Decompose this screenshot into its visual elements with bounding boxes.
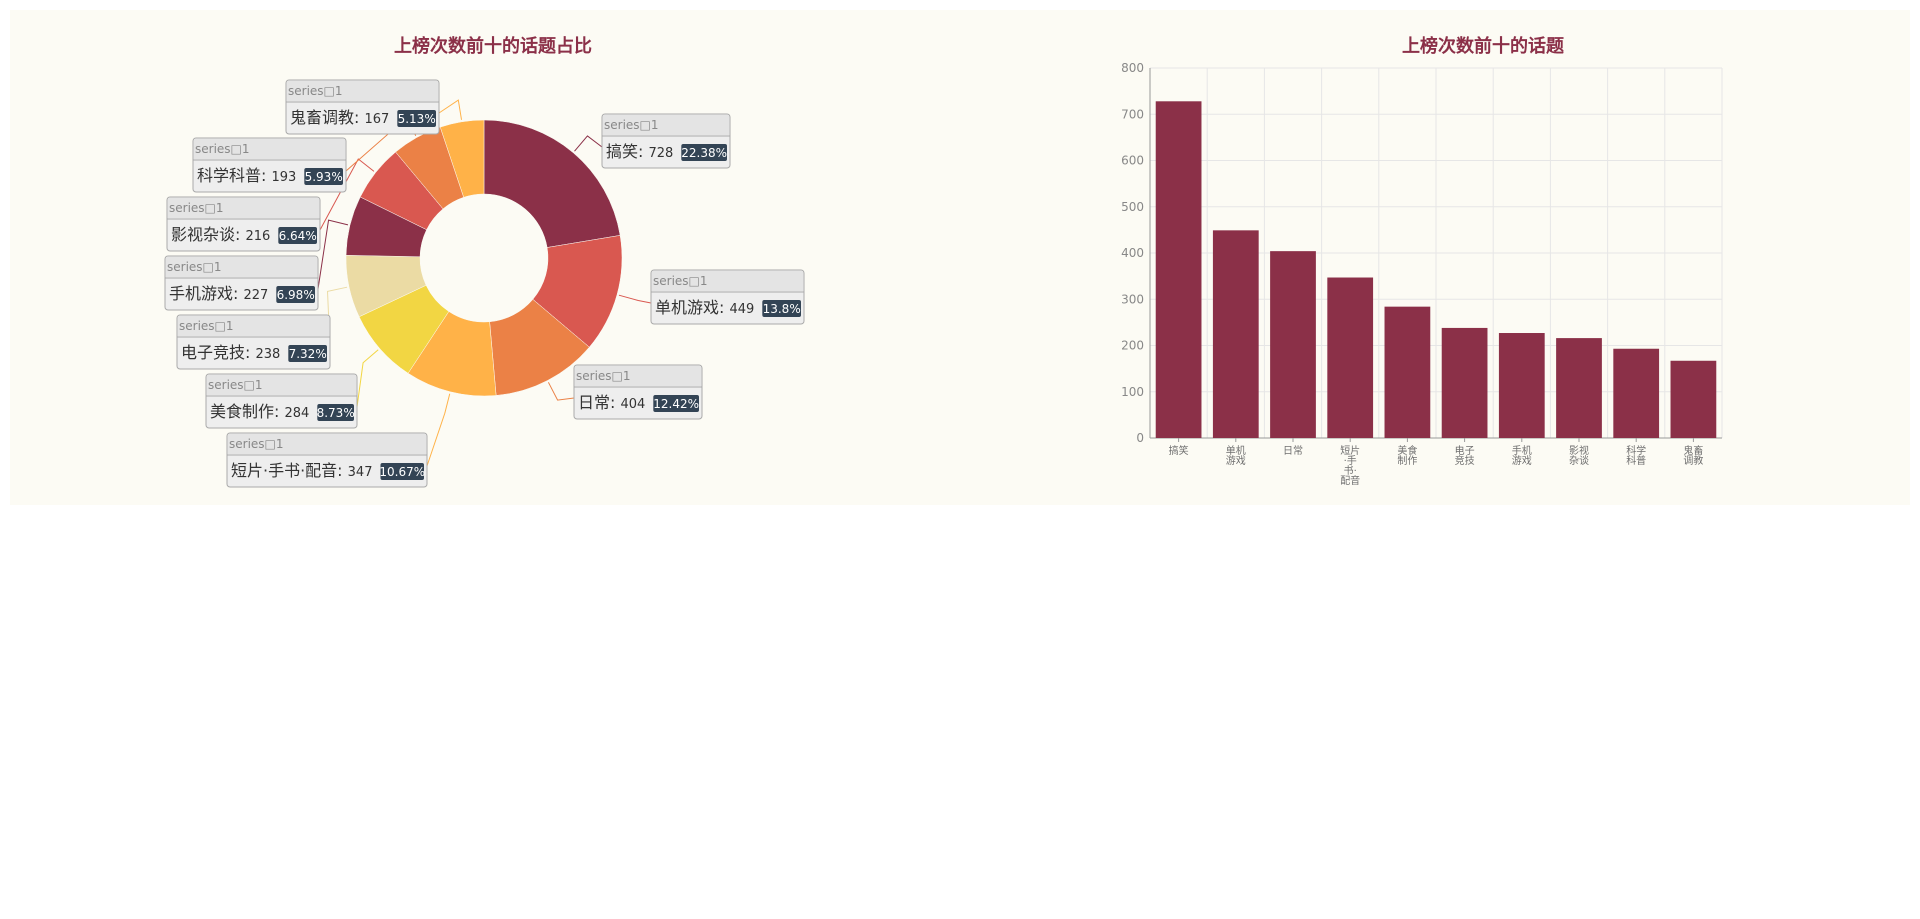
bar[interactable]	[1556, 338, 1602, 438]
pie-label-series-name: series□1	[229, 437, 284, 451]
pie-label-text: 手机游戏: 227	[169, 284, 268, 303]
pie-label-series-name: series□1	[169, 201, 224, 215]
pie-label-series-name: series□1	[576, 369, 631, 383]
pie-label-percent-badge	[276, 286, 315, 303]
bar-x-tick-label: 搞笑	[1169, 444, 1189, 457]
pie-slice-label: series□1 影视杂谈: 216 6.64%	[166, 196, 321, 252]
bar-y-tick-label: 200	[1121, 339, 1144, 353]
bar-x-tick-label: 电子竞技	[1455, 444, 1475, 467]
pie-label-percent-badge	[317, 404, 354, 421]
pie-label-series-name: series□1	[195, 142, 250, 156]
pie-slice[interactable]	[483, 119, 621, 248]
pie-label-text: 鬼畜调教: 167	[290, 108, 389, 127]
bar-x-tick-label: 鬼畜调教	[1683, 444, 1703, 467]
pie-label-series-name: series□1	[167, 260, 222, 274]
pie-label-percent: 6.64%	[279, 229, 317, 243]
pie-label-percent: 7.32%	[289, 347, 327, 361]
bar-x-tick-label: 手机游戏	[1512, 444, 1532, 467]
bar-x-tick-label: 美食制作	[1397, 444, 1417, 467]
pie-label-percent: 13.8%	[763, 302, 801, 316]
bar[interactable]	[1327, 277, 1374, 438]
pie-leader-line	[426, 393, 451, 467]
pie-label-percent: 5.13%	[398, 112, 436, 126]
bar-y-tick-label: 500	[1121, 200, 1144, 214]
pie-slice-label: series□1 电子竞技: 238 7.32%	[176, 314, 331, 370]
pie-label-series-name: series□1	[208, 378, 263, 392]
bar-y-tick-label: 100	[1121, 385, 1144, 399]
pie-label-series-name: series□1	[653, 274, 708, 288]
pie-slice-label: series□1 搞笑: 728 22.38%	[601, 113, 731, 169]
pie-label-percent: 5.93%	[305, 170, 343, 184]
pie-label-percent-badge	[380, 463, 424, 480]
bar-x-tick-label: 单机游戏	[1226, 444, 1246, 467]
pie-leader-line	[356, 349, 379, 408]
pie-leader-line	[317, 219, 349, 290]
bar[interactable]	[1441, 327, 1488, 438]
bar-x-tick-label: 科学科普	[1626, 444, 1646, 467]
pie-label-percent-badge	[288, 345, 327, 362]
bar[interactable]	[1270, 251, 1316, 438]
bar-y-tick-label: 700	[1121, 107, 1144, 121]
bar-y-tick-label: 300	[1121, 292, 1144, 306]
charts-canvas: 上榜次数前十的话题占比 上榜次数前十的话题 series□1 搞笑: 728 22.…	[164, 35, 1723, 488]
bar[interactable]	[1155, 101, 1202, 439]
pie-label-text: 单机游戏: 449	[655, 298, 754, 317]
pie-slice-label: series□1 鬼畜调教: 167 5.13%	[285, 79, 440, 135]
pie-leader-line	[618, 294, 652, 304]
pie-label-series-name: series□1	[179, 319, 234, 333]
pie-slice-label: series□1 日常: 404 12.42%	[573, 364, 703, 420]
pie-slice-label: series□1 短片·手书·配音: 347 10.67%	[226, 432, 428, 488]
pie-slice-label: series□1 手机游戏: 227 6.98%	[164, 255, 319, 311]
pie-slice[interactable]	[439, 119, 485, 198]
bar[interactable]	[1613, 348, 1660, 438]
chart-panel: 上榜次数前十的话题占比 上榜次数前十的话题 series□1 搞笑: 728 22.…	[10, 10, 1910, 505]
bar[interactable]	[1670, 360, 1717, 438]
bar-x-tick-label: 影视杂谈	[1569, 444, 1589, 467]
pie-slice-label: series□1 单机游戏: 449 13.8%	[650, 269, 805, 325]
bar-y-tick-label: 800	[1121, 61, 1144, 75]
pie-label-text: 美食制作: 284	[210, 402, 309, 421]
pie-label-percent: 6.98%	[277, 288, 315, 302]
pie-leader-line	[574, 135, 603, 152]
pie-label-percent-badge	[304, 168, 343, 185]
bar-y-tick-label: 600	[1121, 154, 1144, 168]
bar-chart: 0 100 200 300 400 500 600 700 800 搞笑 单机游戏 日常 短片·手书·配…	[1121, 61, 1723, 487]
bar-x-tick-label: 短片·手书·配音	[1340, 444, 1360, 487]
pie-leader-line	[438, 99, 463, 120]
pie-label-percent-badge	[278, 227, 317, 244]
pie-slice-label: series□1 科学科普: 193 5.93%	[192, 137, 347, 193]
pie-label-text: 日常: 404	[578, 393, 645, 412]
bar-y-tick-label: 400	[1121, 246, 1144, 260]
pie-label-percent-badge	[681, 144, 727, 161]
bar[interactable]	[1384, 306, 1431, 438]
pie-chart: series□1 搞笑: 728 22.38% series□1 单机游戏: 449 13…	[164, 79, 805, 488]
pie-label-percent-badge	[397, 110, 436, 127]
pie-label-percent: 8.73%	[317, 406, 355, 420]
pie-label-text: 影视杂谈: 216	[171, 225, 270, 244]
pie-label-series-name: series□1	[288, 84, 343, 98]
pie-leader-line	[547, 382, 575, 401]
bar[interactable]	[1498, 333, 1545, 438]
pie-leader-line	[319, 158, 375, 231]
pie-chart-title: 上榜次数前十的话题占比	[394, 35, 592, 57]
pie-label-percent-badge	[653, 395, 699, 412]
pie-label-percent: 22.38%	[681, 146, 727, 160]
pie-label-percent-badge	[762, 300, 801, 317]
pie-label-text: 搞笑: 728	[606, 142, 673, 161]
pie-label-series-name: series□1	[604, 118, 659, 132]
bar-chart-title: 上榜次数前十的话题	[1402, 35, 1565, 57]
pie-label-percent: 12.42%	[653, 397, 699, 411]
bar-x-tick-label: 日常	[1283, 444, 1303, 457]
pie-label-percent: 10.67%	[379, 465, 425, 479]
bar-y-tick-label: 0	[1136, 431, 1144, 445]
pie-label-text: 科学科普: 193	[197, 166, 296, 185]
pie-label-text: 短片·手书·配音: 347	[231, 461, 372, 480]
pie-slice-label: series□1 美食制作: 284 8.73%	[205, 373, 358, 429]
pie-label-text: 电子竞技: 238	[181, 343, 280, 362]
bar[interactable]	[1212, 230, 1259, 438]
